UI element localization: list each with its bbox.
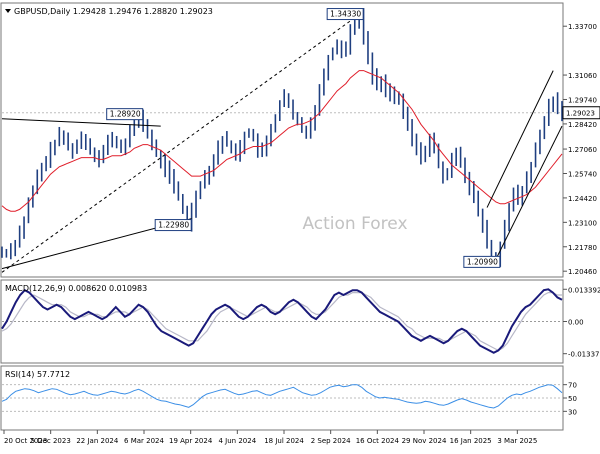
price-tick-label: 1.28420 [568, 121, 597, 129]
channel-lower-line[interactable] [495, 125, 563, 260]
macd-tick-label: -0.013378 [568, 351, 600, 359]
price-label-box [106, 108, 144, 121]
macd-label: MACD(12,26,9) 0.008620 0.010983 [5, 284, 147, 293]
x-tick-label: 19 Apr 2024 [169, 437, 213, 445]
price-label-text: 1.28920 [110, 110, 141, 119]
chart-menu-triangle-icon[interactable] [5, 9, 11, 13]
chart-title: GBPUSD,Daily 1.29428 1.29476 1.28820 1.2… [14, 7, 213, 16]
price-tick-label: 1.21780 [568, 244, 597, 252]
x-tick-label: 18 Jul 2024 [264, 437, 304, 445]
rsi-tick-label: 70 [568, 382, 577, 390]
price-tick-label: 1.25740 [568, 170, 597, 178]
price-tick-label: 1.33700 [568, 23, 597, 31]
x-tick-label: 6 Mar 2024 [124, 437, 164, 445]
price-label-box [326, 8, 364, 21]
macd-tick-label: 0.00 [568, 319, 584, 327]
watermark-text: Action Forex [302, 214, 407, 234]
current-price-label: 1.29023 [566, 110, 595, 118]
price-label-text: 1.34330 [330, 10, 361, 19]
price-tick-label: 1.20460 [568, 268, 597, 276]
x-tick-label: 4 Jun 2024 [219, 437, 257, 445]
x-tick-label: 5 Dec 2023 [31, 437, 71, 445]
rsi-line [1, 384, 563, 409]
x-tick-label: 3 Mar 2025 [497, 437, 537, 445]
price-label-box [154, 219, 192, 232]
macd-tick-label: 0.013392 [568, 286, 600, 294]
rsi-label: RSI(14) 57.7712 [5, 370, 70, 379]
x-tick-label: 20 Oct 2023 [4, 437, 47, 445]
price-labels-layer: 1.34330 1.28920 1.22980 1.20990 [106, 8, 501, 268]
rsi-tick-label: 50 [568, 395, 577, 403]
price-series-layer [1, 8, 563, 267]
x-tick-label: 2 Sep 2024 [311, 437, 351, 445]
price-bars [1, 8, 563, 267]
rsi-tick-label: 30 [568, 408, 577, 416]
x-tick-label: 16 Jan 2025 [450, 437, 492, 445]
price-tick-label: 1.31060 [568, 72, 597, 80]
price-panel-frame [0, 2, 564, 278]
macd-layer: 0.013392 0.00 -0.013378 [1, 286, 600, 359]
macd-line [1, 288, 563, 354]
trendlines-layer [1, 14, 563, 273]
upper-wedge-line[interactable] [1, 118, 161, 127]
x-tick-label: 16 Oct 2024 [356, 437, 400, 445]
channel-upper-line[interactable] [486, 70, 554, 208]
price-label-box [463, 255, 501, 268]
price-tick-label: 1.23100 [568, 219, 597, 227]
price-label-text: 1.20990 [467, 257, 498, 266]
moving-average-line [1, 70, 563, 212]
x-tick-label: 29 Nov 2024 [402, 437, 447, 445]
price-label-text: 1.22980 [158, 221, 189, 230]
price-axis: 1.33700 1.31060 1.29740 1.28420 1.27060 1.257… [562, 23, 600, 276]
price-tick-label: 1.24420 [568, 195, 597, 203]
price-tick-label: 1.27060 [568, 146, 597, 154]
x-tick-label: 22 Jan 2024 [76, 437, 119, 445]
current-price-box [562, 106, 600, 120]
price-tick-label: 1.29740 [568, 96, 597, 104]
dashed-trend-line[interactable] [1, 14, 360, 273]
rsi-layer: 70 50 30 [1, 382, 577, 416]
